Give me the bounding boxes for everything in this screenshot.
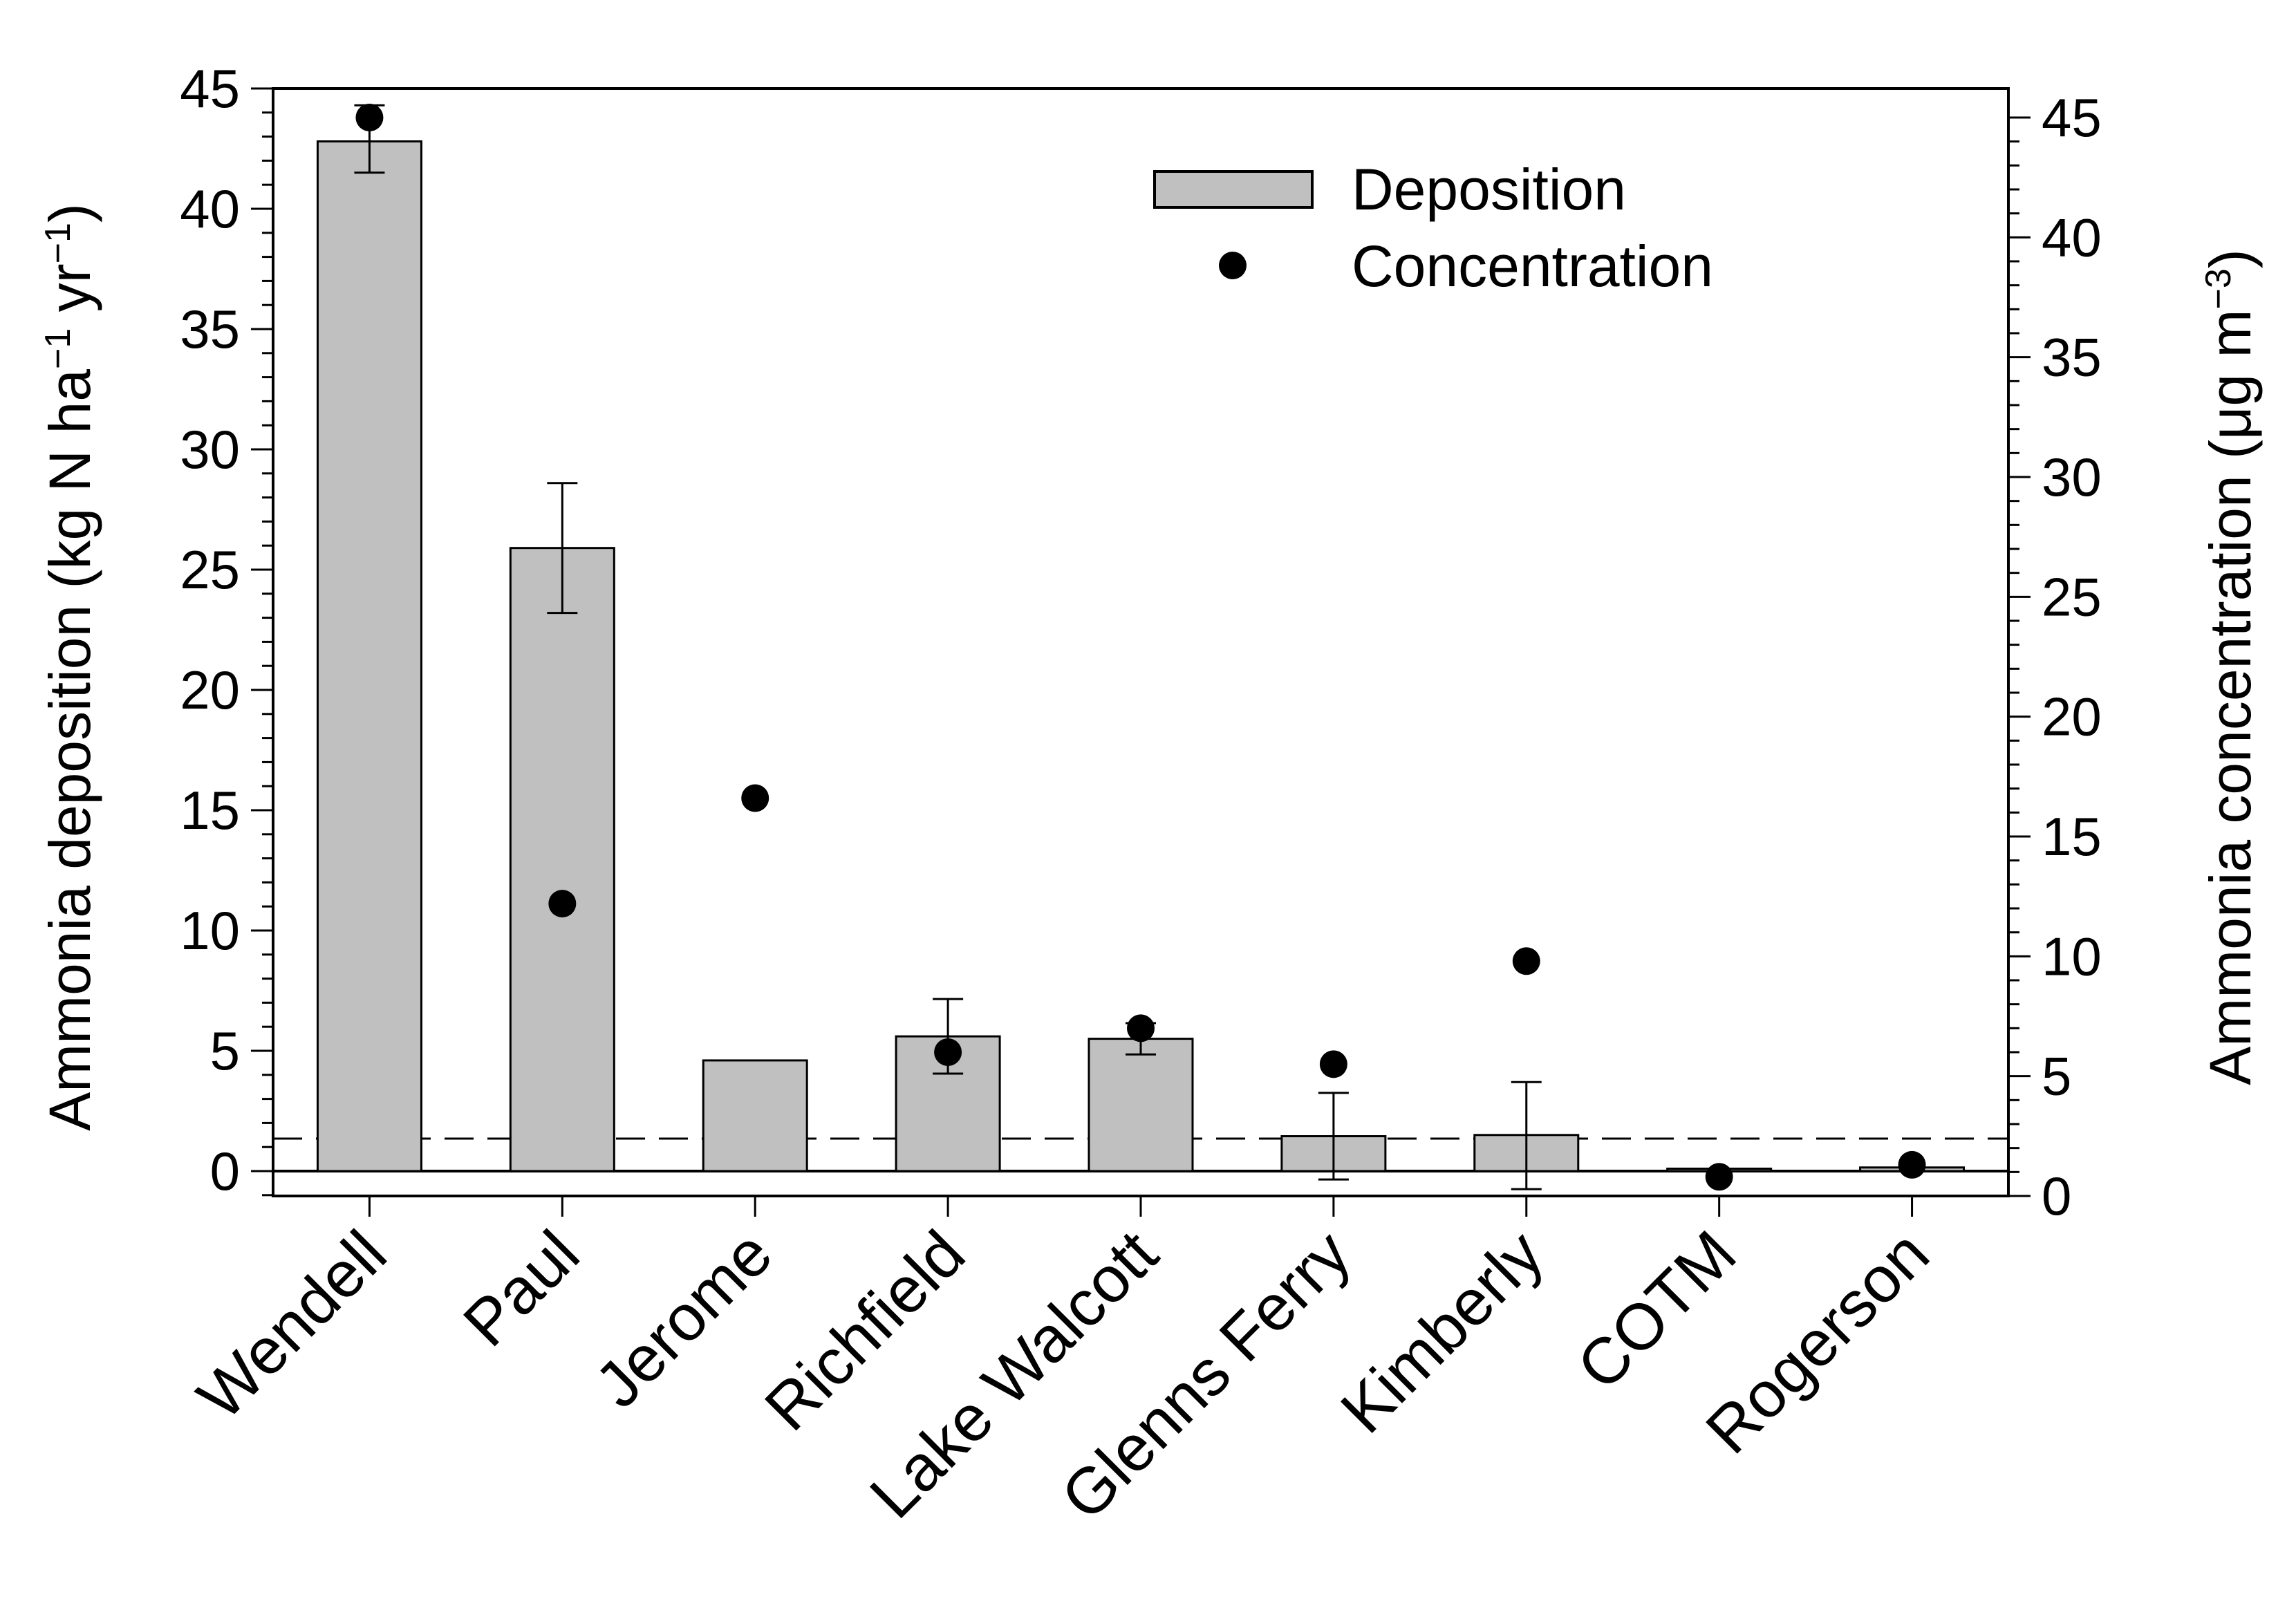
tick-labels: 0 5 10 15 20 25 30 35 40 45 0 5 10 15 20 25 30 35 40 45 <box>180 58 2102 1226</box>
y2-tick-label: 15 <box>2042 806 2102 867</box>
y2-tick-label: 25 <box>2042 566 2102 627</box>
y2-axis-title-end: ) <box>2198 249 2263 268</box>
y2-tick-label: 40 <box>2042 207 2102 268</box>
y-axis-title-sup1: −1 <box>38 328 78 369</box>
y-tick-label: 5 <box>210 1020 240 1081</box>
category-label: Kimberly <box>1327 1217 1557 1447</box>
concentration-point <box>1705 1163 1733 1191</box>
deposition-bar <box>702 1059 808 1172</box>
y-tick-label: 30 <box>180 419 240 480</box>
category-label: COTM <box>1563 1217 1750 1403</box>
y-tick-label: 35 <box>180 299 240 359</box>
y-tick-label: 10 <box>180 900 240 961</box>
y-tick-label: 20 <box>180 660 240 720</box>
concentration-point <box>1319 1050 1347 1078</box>
y2-tick-label: 35 <box>2042 327 2102 388</box>
category-label: Wendell <box>183 1217 400 1433</box>
concentration-point <box>934 1038 962 1066</box>
concentration-point <box>548 890 577 918</box>
y2-tick-label: 20 <box>2042 686 2102 747</box>
deposition-bar <box>1088 1038 1194 1172</box>
y-axis-title-mid: yr <box>37 263 102 328</box>
y2-axis-title: Ammonia concentration (μg m−3) <box>2198 249 2263 1085</box>
y-axis-title-end: ) <box>37 203 102 223</box>
y2-axis-title-sup: −3 <box>2199 268 2239 309</box>
y-tick-label: 45 <box>180 58 240 119</box>
concentration-point <box>1898 1150 1926 1179</box>
y-tick-label: 40 <box>180 178 240 239</box>
legend: Deposition Concentration <box>1153 157 1713 299</box>
y-axis-title-sup2: −1 <box>38 223 78 263</box>
y2-tick-label: 30 <box>2042 447 2102 507</box>
y2-tick-label: 45 <box>2042 87 2102 148</box>
legend-label-concentration: Concentration <box>1352 234 1713 299</box>
concentration-point <box>1512 947 1540 975</box>
legend-label-deposition: Deposition <box>1352 157 1626 222</box>
y-tick-label: 25 <box>180 539 240 600</box>
concentration-point <box>741 784 769 812</box>
y2-tick-label: 5 <box>2042 1046 2071 1107</box>
legend-dot-swatch <box>1219 252 1247 279</box>
deposition-bar <box>316 140 422 1172</box>
y2-tick-label: 0 <box>2042 1166 2071 1226</box>
y2-axis-title-main: Ammonia concentration (μg m <box>2198 310 2263 1085</box>
deposition-bar <box>509 547 615 1172</box>
concentration-points <box>355 104 1926 1191</box>
y-tick-label: 0 <box>210 1141 240 1202</box>
y2-tick-label: 10 <box>2042 926 2102 987</box>
y-axis-title: Ammonia deposition (kg N ha−1 yr−1) <box>37 203 102 1131</box>
concentration-point <box>355 104 384 131</box>
category-label: Paul <box>449 1217 592 1360</box>
y-axis-title-main: Ammonia deposition (kg N ha <box>37 369 102 1131</box>
concentration-point <box>1127 1014 1155 1043</box>
y-tick-label: 15 <box>180 780 240 841</box>
legend-bar-swatch <box>1153 170 1314 209</box>
